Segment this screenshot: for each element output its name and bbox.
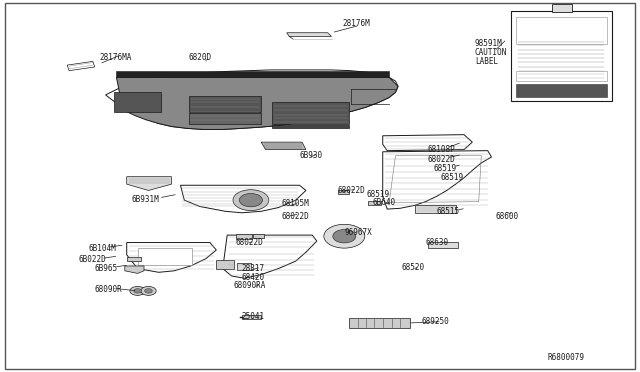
Text: 68022D: 68022D (282, 212, 309, 221)
Polygon shape (272, 125, 349, 128)
Bar (511, 11, 612, 101)
Polygon shape (223, 235, 317, 278)
Bar (516, 71, 607, 81)
Bar (216, 260, 234, 269)
Polygon shape (180, 185, 306, 213)
Bar (516, 17, 607, 44)
Polygon shape (114, 92, 161, 112)
Bar (138, 248, 192, 265)
Polygon shape (287, 33, 332, 36)
Polygon shape (189, 113, 261, 124)
Text: 6820D: 6820D (189, 53, 212, 62)
Text: 689250: 689250 (421, 317, 449, 326)
Circle shape (141, 286, 156, 295)
Bar (253, 234, 264, 238)
Text: R6800079: R6800079 (547, 353, 584, 362)
Bar (368, 201, 381, 205)
Circle shape (239, 193, 262, 207)
Polygon shape (116, 77, 398, 129)
Text: 68420: 68420 (242, 273, 265, 282)
Text: 68600: 68600 (496, 212, 519, 221)
Text: 28176MA: 28176MA (99, 53, 132, 62)
Polygon shape (242, 315, 261, 319)
Polygon shape (383, 151, 492, 209)
Text: 96967X: 96967X (344, 228, 372, 237)
Text: 68022D: 68022D (428, 155, 455, 164)
Text: 68105M: 68105M (282, 199, 309, 208)
Text: 68519: 68519 (366, 190, 389, 199)
Text: LABEL: LABEL (475, 57, 498, 66)
Polygon shape (272, 102, 349, 124)
Circle shape (130, 286, 145, 295)
Circle shape (134, 289, 141, 293)
Text: 68090RA: 68090RA (234, 281, 266, 290)
Text: 25041: 25041 (242, 312, 265, 321)
Polygon shape (127, 177, 172, 190)
Text: 68519: 68519 (440, 173, 463, 182)
Bar (349, 318, 410, 328)
Circle shape (145, 289, 152, 293)
Bar (516, 84, 607, 97)
Polygon shape (67, 61, 95, 71)
Bar (237, 263, 251, 270)
Text: 68515: 68515 (436, 207, 460, 216)
Bar (415, 205, 456, 213)
Polygon shape (189, 96, 261, 112)
Bar (338, 190, 349, 194)
Polygon shape (261, 142, 306, 150)
Text: 28317: 28317 (242, 264, 265, 273)
Bar (127, 257, 141, 261)
Circle shape (324, 224, 365, 248)
Circle shape (333, 230, 356, 243)
Bar (428, 242, 458, 248)
Text: 6B104M: 6B104M (88, 244, 116, 253)
Text: 6B931M: 6B931M (131, 195, 159, 203)
Text: CAUTION: CAUTION (475, 48, 508, 57)
Circle shape (233, 190, 269, 211)
Bar (552, 4, 572, 12)
Text: 68022D: 68022D (338, 186, 365, 195)
Text: 68520: 68520 (402, 263, 425, 272)
Polygon shape (116, 71, 389, 77)
Polygon shape (127, 243, 216, 272)
Text: 68022D: 68022D (236, 238, 263, 247)
Text: 68090R: 68090R (95, 285, 122, 294)
Polygon shape (125, 266, 144, 273)
Text: 28176M: 28176M (342, 19, 370, 28)
Text: 6B965: 6B965 (95, 264, 118, 273)
Text: 6B640: 6B640 (372, 198, 396, 207)
Polygon shape (383, 135, 472, 151)
Polygon shape (106, 70, 398, 129)
Text: 6B930: 6B930 (300, 151, 323, 160)
Text: 98591M: 98591M (475, 39, 502, 48)
Bar (236, 234, 252, 239)
Text: 68519: 68519 (434, 164, 457, 173)
Text: 6B022D: 6B022D (78, 255, 106, 264)
Text: 68108P: 68108P (428, 145, 455, 154)
Text: 68630: 68630 (426, 238, 449, 247)
